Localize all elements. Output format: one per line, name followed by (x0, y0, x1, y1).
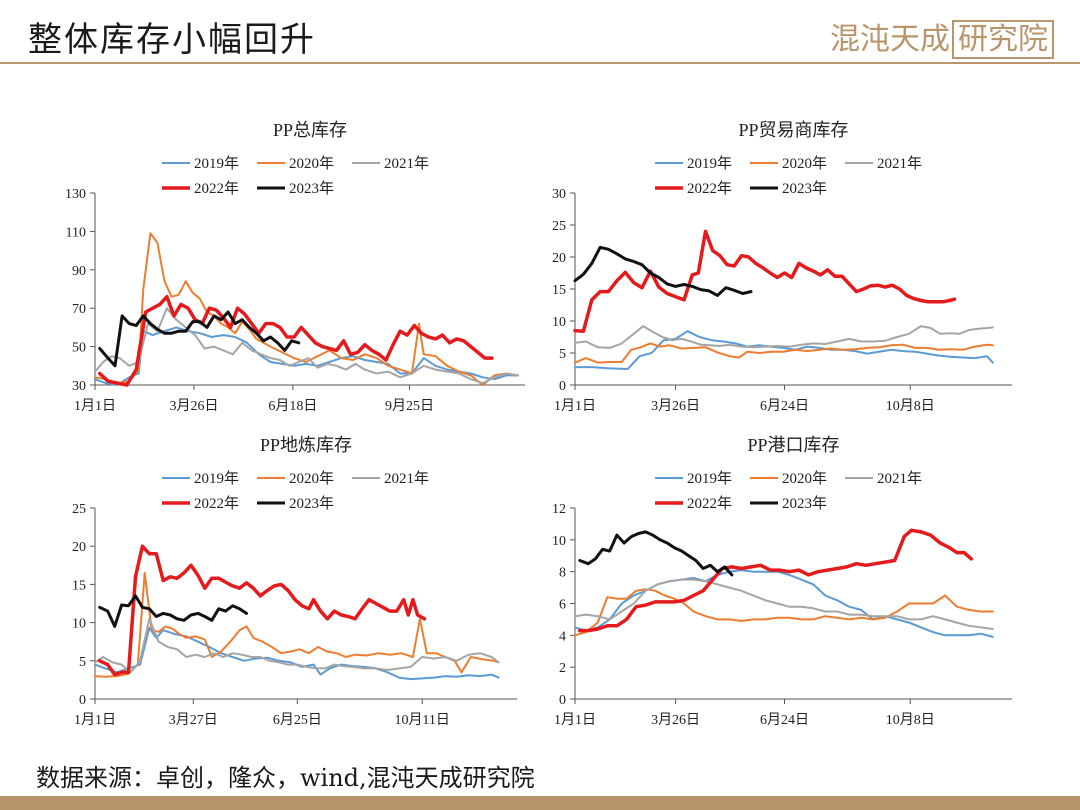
series-line-5 (578, 530, 734, 577)
y-tick-label: 25 (552, 219, 566, 234)
legend-label: 2021年 (384, 155, 429, 172)
y-tick-label: 6 (559, 598, 566, 613)
x-tick-label: 3月27日 (169, 712, 218, 728)
chart-title: PP地炼库存 (260, 435, 352, 455)
y-tick-label: 90 (72, 264, 86, 279)
y-tick-label: 30 (72, 379, 86, 394)
y-tick-label: 15 (552, 283, 566, 298)
legend-label: 2023年 (782, 495, 827, 512)
series-line-5 (573, 245, 753, 297)
series-line-3 (574, 578, 994, 630)
legend-label: 2019年 (194, 470, 239, 487)
y-tick-label: 15 (72, 578, 86, 593)
legend-label: 2020年 (289, 470, 334, 487)
series-line-4 (97, 544, 427, 677)
series-line-1 (574, 330, 994, 370)
y-tick-label: 0 (559, 379, 566, 394)
series-line-2 (94, 232, 519, 386)
y-tick-label: 30 (552, 187, 566, 202)
y-tick-label: 10 (552, 534, 566, 549)
x-tick-label: 1月1日 (554, 398, 596, 414)
source-note: 数据来源：卓创，隆众，wind,混沌天成研究院 (36, 764, 535, 792)
page-title: 整体库存小幅回升 (28, 20, 316, 60)
y-tick-label: 50 (72, 341, 86, 356)
y-tick-label: 5 (79, 655, 86, 670)
y-tick-label: 10 (552, 315, 566, 330)
legend-label: 2019年 (687, 470, 732, 487)
y-tick-label: 20 (72, 540, 86, 555)
legend-label: 2019年 (194, 155, 239, 172)
chart-panel-3: PP地炼库存 2019年 2020年 2021年 2022年 2023年 0 5 10 15 20 2… (72, 435, 517, 728)
legend-label: 2021年 (384, 470, 429, 487)
y-tick-label: 0 (559, 693, 566, 708)
brand-logo-text: 混沌天成 (830, 22, 950, 57)
chart-panel-4: PP港口库存 2019年 2020年 2021年 2022年 2023年 0 2 4 6 8 10 12… (552, 435, 1012, 728)
y-tick-label: 2 (559, 661, 566, 676)
chart-panel-2: PP贸易商库存 2019年 2020年 2021年 2022年 2023年 0 5 10 15 20… (552, 120, 1012, 414)
legend-label: 2020年 (782, 470, 827, 487)
y-tick-label: 8 (559, 566, 566, 581)
series-line-5 (98, 594, 248, 628)
legend-label: 2021年 (877, 155, 922, 172)
brand-logo-box: 研究院 (952, 20, 1054, 59)
y-tick-label: 20 (552, 251, 566, 266)
legend-label: 2023年 (782, 180, 827, 197)
header-divider (0, 62, 1080, 64)
x-tick-label: 3月26日 (169, 398, 218, 414)
legend-label: 2022年 (194, 495, 239, 512)
series-line-3 (94, 307, 519, 385)
chart-title: PP港口库存 (747, 435, 839, 455)
y-tick-label: 110 (66, 225, 86, 240)
legend-label: 2022年 (687, 495, 732, 512)
x-tick-label: 3月26日 (651, 398, 700, 414)
legend-label: 2022年 (687, 180, 732, 197)
x-tick-label: 6月24日 (760, 712, 809, 728)
legend-label: 2022年 (194, 180, 239, 197)
legend-label: 2023年 (289, 180, 334, 197)
x-tick-label: 6月24日 (760, 398, 809, 414)
legend-label: 2019年 (687, 155, 732, 172)
x-tick-label: 1月1日 (554, 712, 596, 728)
y-tick-label: 12 (552, 502, 566, 517)
x-tick-label: 6月18日 (268, 398, 317, 414)
series-line-4 (578, 528, 974, 633)
legend-label: 2020年 (782, 155, 827, 172)
y-tick-label: 5 (559, 347, 566, 362)
y-tick-label: 10 (72, 617, 86, 632)
x-tick-label: 1月1日 (74, 398, 116, 414)
series-line-3 (574, 325, 994, 349)
x-tick-label: 10月8日 (886, 712, 935, 728)
chart-panel-1: PP总库存 2019年 2020年 2021年 2022年 2023年 30 50 70 90 11… (65, 120, 525, 414)
series-line-4 (573, 229, 957, 333)
series-line-4 (97, 294, 494, 387)
x-tick-label: 10月11日 (394, 712, 449, 728)
series-line-5 (98, 310, 301, 368)
series-line-1 (94, 326, 519, 386)
y-tick-label: 130 (65, 187, 86, 202)
x-tick-label: 3月26日 (651, 712, 700, 728)
x-tick-label: 6月25日 (273, 712, 322, 728)
brand-logo: 混沌天成 研究院 (830, 14, 1054, 59)
legend-label: 2023年 (289, 495, 334, 512)
y-tick-label: 70 (72, 302, 86, 317)
series-line-2 (574, 588, 994, 637)
series-line-3 (94, 617, 500, 674)
chart-title: PP总库存 (273, 120, 347, 140)
series-line-2 (574, 342, 994, 364)
x-tick-label: 1月1日 (74, 712, 116, 728)
y-tick-label: 4 (559, 629, 566, 644)
legend-label: 2021年 (877, 470, 922, 487)
x-tick-label: 9月25日 (385, 398, 434, 414)
series-line-2 (94, 571, 500, 678)
y-tick-label: 25 (72, 502, 86, 517)
chart-title: PP贸易商库存 (738, 120, 848, 140)
x-tick-label: 10月8日 (886, 398, 935, 414)
footer-bar (0, 796, 1080, 810)
y-tick-label: 0 (79, 693, 86, 708)
legend-label: 2020年 (289, 155, 334, 172)
